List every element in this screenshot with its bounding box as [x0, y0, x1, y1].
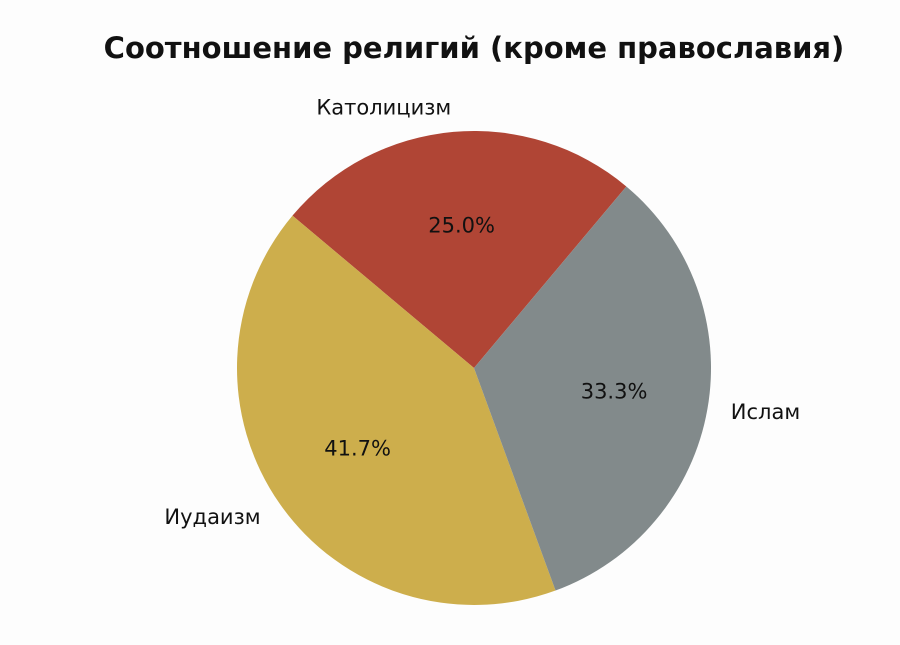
slice-label: Иудаизм	[164, 505, 260, 529]
slice-value-label: 41.7%	[324, 437, 391, 461]
chart-title: Соотношение религий (кроме православия)	[104, 31, 845, 65]
slice-value-label: 33.3%	[581, 380, 648, 404]
pie-slice	[237, 215, 556, 605]
pie-slice	[292, 131, 627, 368]
pie-slice	[474, 186, 711, 591]
slice-value-label: 25.0%	[428, 213, 495, 237]
slice-label: Католицизм	[316, 95, 451, 119]
slice-label: Ислам	[731, 400, 800, 424]
